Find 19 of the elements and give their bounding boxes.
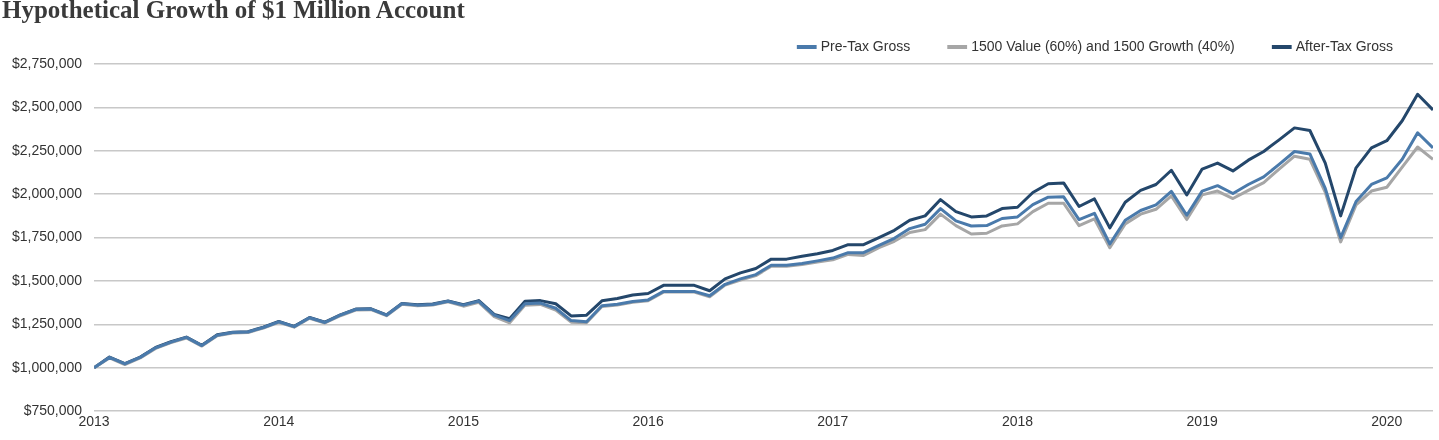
- x-tick-label: 2019: [1186, 413, 1218, 430]
- y-tick-label: $2,000,000: [11, 185, 83, 202]
- y-tick-label: $2,500,000: [11, 98, 83, 115]
- y-tick-label: $1,500,000: [11, 271, 83, 288]
- y-tick-label: $1,250,000: [11, 315, 83, 332]
- x-tick-label: 2015: [447, 413, 480, 430]
- x-tick-label: 2014: [263, 413, 295, 430]
- legend-label: Pre-Tax Gross: [820, 37, 911, 54]
- y-tick-label: $1,750,000: [11, 228, 83, 245]
- x-tick-label: 2017: [817, 413, 849, 430]
- x-tick-label: 2018: [1001, 413, 1034, 430]
- x-tick-label: 2016: [632, 413, 664, 430]
- y-tick-label: $1,000,000: [11, 358, 83, 375]
- y-tick-label: $2,250,000: [11, 141, 83, 158]
- y-tick-label: $2,750,000: [11, 54, 83, 71]
- chart-title: Hypothetical Growth of $1 Million Account: [2, 0, 465, 24]
- x-tick-label: 2020: [1371, 413, 1403, 430]
- legend-label: 1500 Value (60%) and 1500 Growth (40%): [971, 37, 1235, 54]
- legend-label: After-Tax Gross: [1295, 37, 1394, 54]
